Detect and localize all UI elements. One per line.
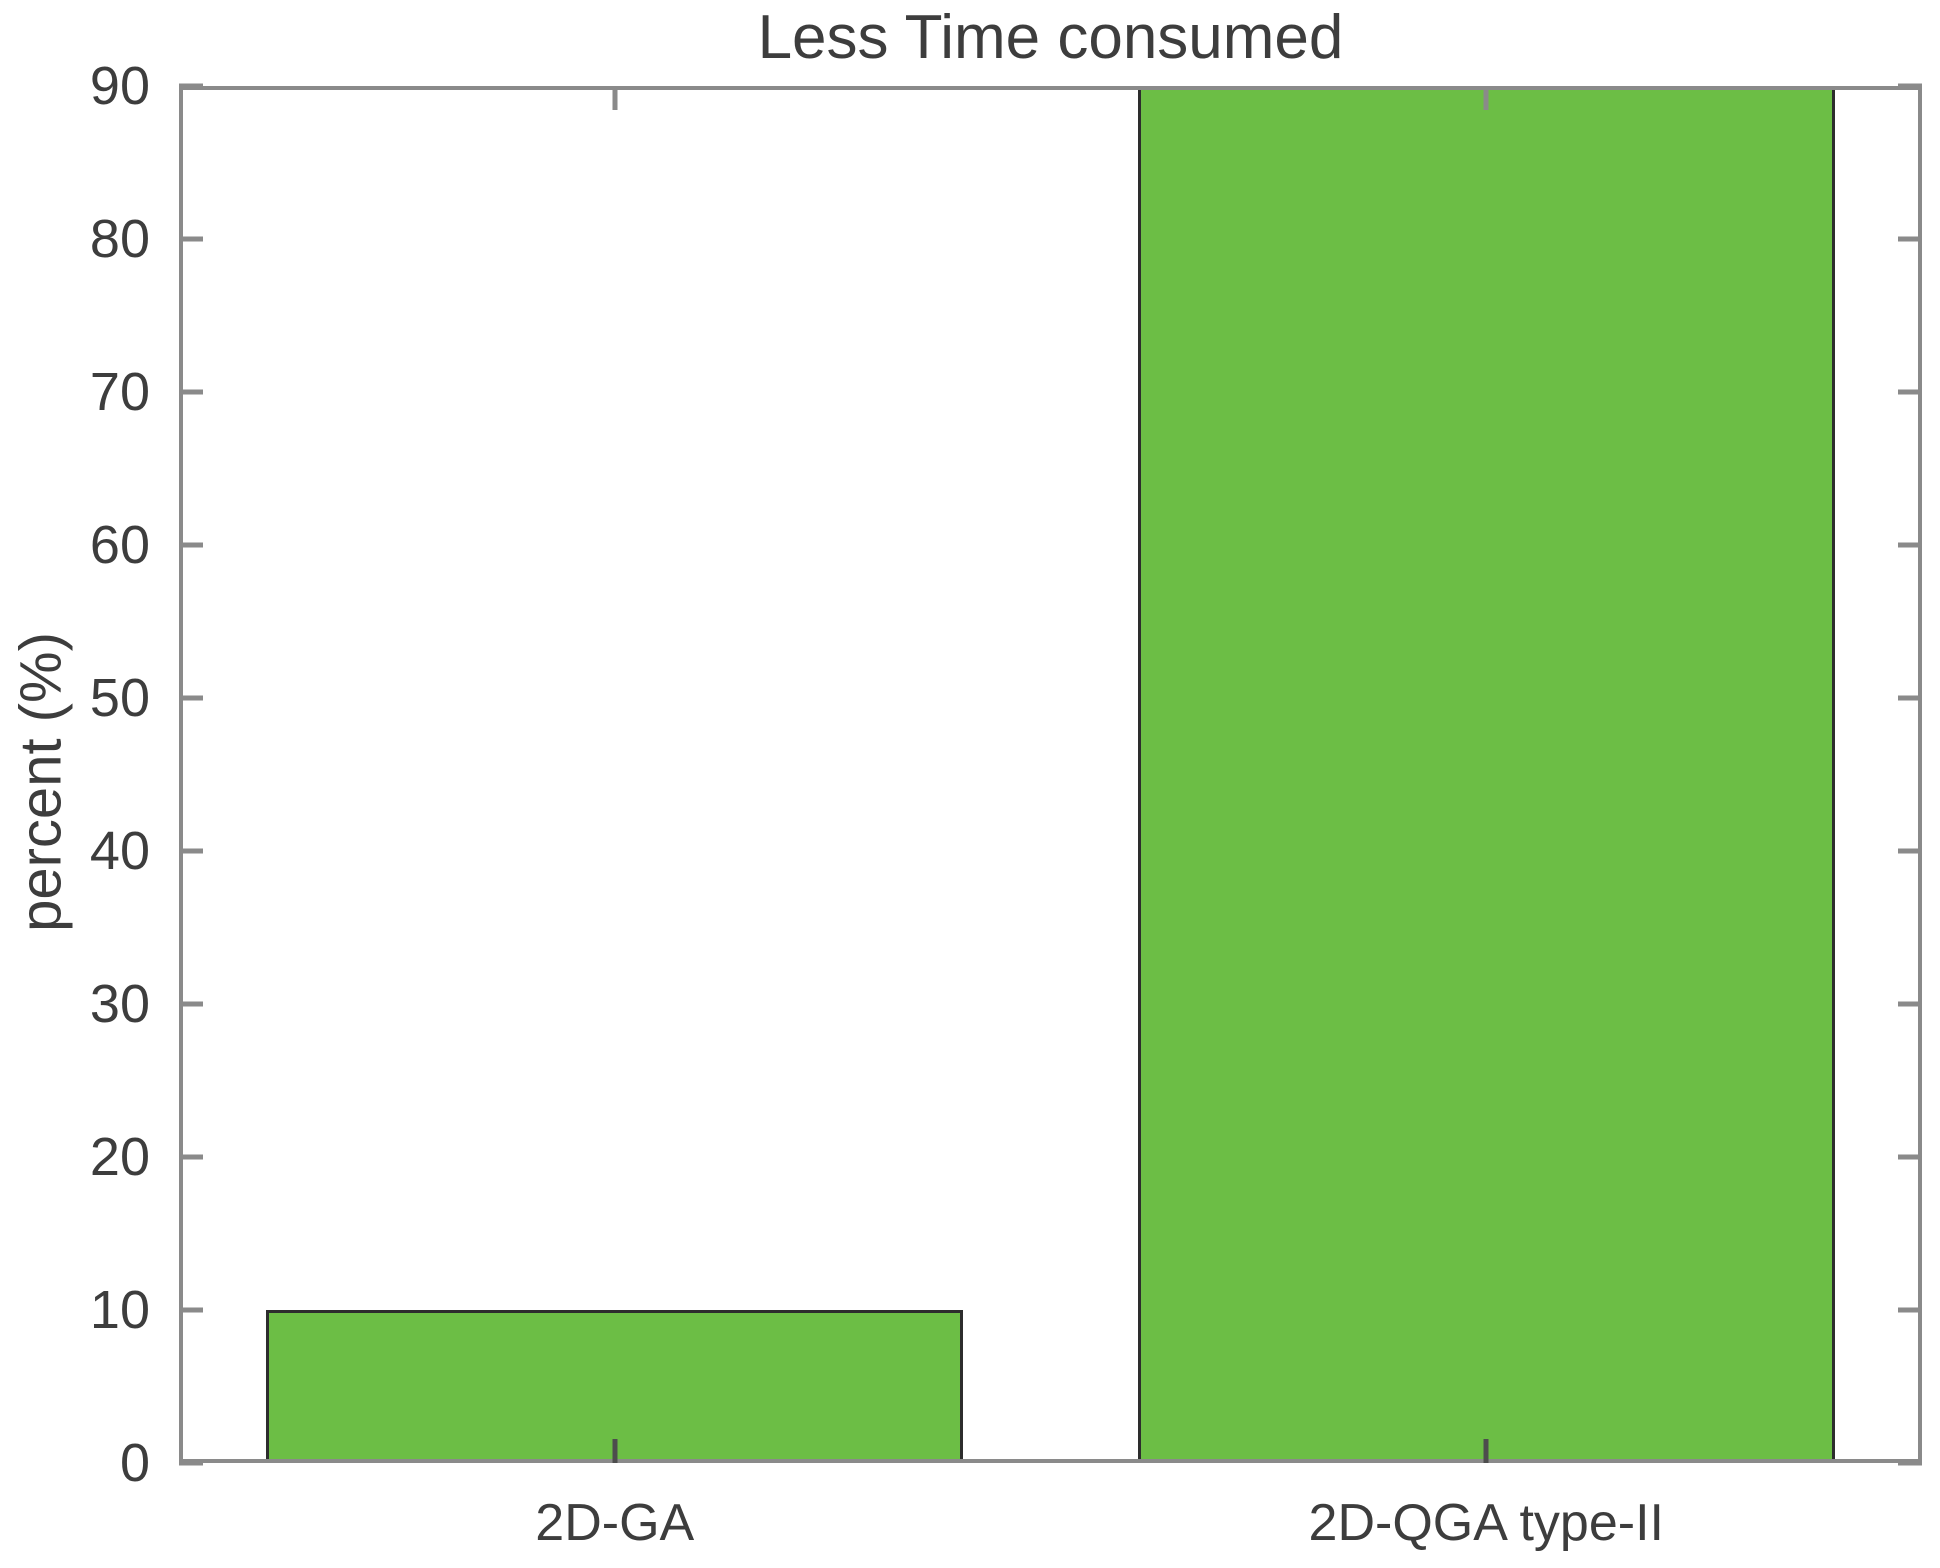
- y-tick-left: [179, 695, 203, 701]
- y-tick-label: 30: [89, 974, 150, 1034]
- y-tick-label: 20: [89, 1127, 150, 1187]
- y-tick-left: [179, 83, 203, 89]
- y-tick-right: [1898, 83, 1922, 89]
- y-tick-right: [1898, 695, 1922, 701]
- x-tick-bottom: [1483, 1439, 1489, 1463]
- y-tick-label: 50: [89, 668, 150, 728]
- bar-2d-qga-type-ii: [1137, 86, 1835, 1463]
- y-tick-right: [1898, 1307, 1922, 1313]
- y-tick-left: [179, 1001, 203, 1007]
- y-tick-left: [179, 1307, 203, 1313]
- plot-area: [179, 83, 1922, 1466]
- bar-2d-ga: [266, 1310, 964, 1463]
- y-tick-label: 40: [89, 821, 150, 881]
- y-tick-right: [1898, 236, 1922, 242]
- y-tick-label: 0: [119, 1433, 150, 1493]
- y-tick-right: [1898, 1001, 1922, 1007]
- y-tick-left: [179, 542, 203, 548]
- y-tick-left: [179, 848, 203, 854]
- y-tick-label: 90: [89, 56, 150, 116]
- y-tick-right: [1898, 848, 1922, 854]
- x-tick-bottom: [612, 1439, 618, 1463]
- y-tick-left: [179, 389, 203, 395]
- y-tick-label: 70: [89, 362, 150, 422]
- y-tick-label: 10: [89, 1280, 150, 1340]
- x-tick-top: [1483, 86, 1489, 110]
- x-category-label: 2D-QGA type-II: [1308, 1494, 1664, 1552]
- y-tick-left: [179, 1460, 203, 1466]
- y-tick-label: 80: [89, 209, 150, 269]
- y-tick-label: 60: [89, 515, 150, 575]
- x-category-label: 2D-GA: [535, 1494, 695, 1552]
- x-tick-top: [612, 86, 618, 110]
- y-tick-right: [1898, 1460, 1922, 1466]
- y-tick-left: [179, 236, 203, 242]
- y-tick-right: [1898, 542, 1922, 548]
- y-tick-right: [1898, 1154, 1922, 1160]
- y-tick-left: [179, 1154, 203, 1160]
- y-tick-right: [1898, 389, 1922, 395]
- chart-title: Less Time consumed: [757, 3, 1344, 72]
